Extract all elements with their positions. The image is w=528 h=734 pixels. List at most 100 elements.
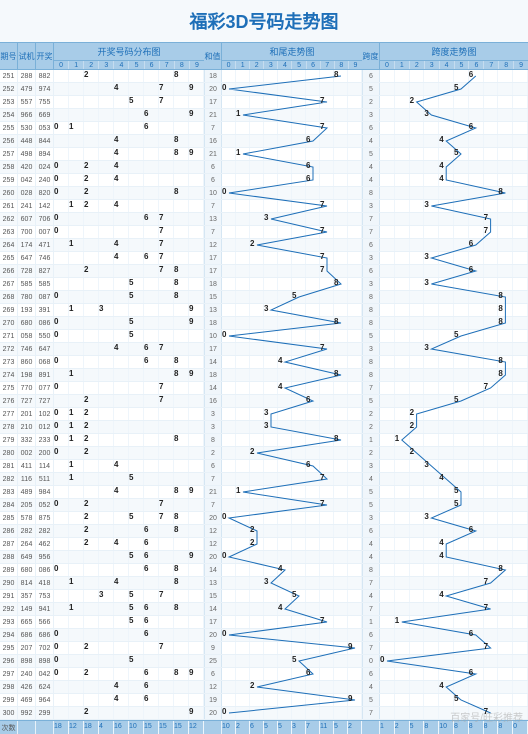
cell: 087 [36, 291, 54, 303]
sum-cell: 3 [204, 408, 222, 420]
sum-cell: 18 [204, 278, 222, 290]
cell: 426 [18, 681, 36, 693]
cell: 686 [18, 629, 36, 641]
cell: 566 [36, 616, 54, 628]
table-row: 2590422400246644 [0, 174, 528, 187]
span-cell: 0 [362, 655, 380, 667]
span-cell: 3 [362, 109, 380, 121]
cell: 282 [36, 525, 54, 537]
table-row: 28726446224612244 [0, 538, 528, 551]
sum-cell: 18 [204, 317, 222, 329]
cell: 253 [0, 96, 18, 108]
digit-header: 3 [264, 61, 278, 69]
cell: 042 [36, 668, 54, 680]
cell: 294 [0, 629, 18, 641]
span-cell: 4 [362, 551, 380, 563]
cell: 201 [18, 408, 36, 420]
cell: 814 [18, 577, 36, 589]
sum-cell: 6 [204, 460, 222, 472]
cell: 272 [0, 343, 18, 355]
cell: 276 [0, 395, 18, 407]
cell: 557 [18, 96, 36, 108]
cell: 984 [36, 486, 54, 498]
sum-cell: 25 [204, 655, 222, 667]
cell: 624 [36, 681, 54, 693]
cell: 058 [18, 330, 36, 342]
digit-header: 9 [349, 61, 362, 69]
cell: 299 [36, 707, 54, 719]
table-row: 28628228226812266 [0, 525, 528, 538]
digit-header: 9 [514, 61, 528, 69]
table-row: 2772011020123322 [0, 408, 528, 421]
table-row: 282116511157744 [0, 473, 528, 486]
cell: 286 [0, 525, 18, 537]
cell: 273 [0, 356, 18, 368]
sum-cell: 2 [204, 447, 222, 459]
table-row: 2936655665617711 [0, 616, 528, 629]
cell: 288 [0, 551, 18, 563]
cell: 288 [18, 70, 36, 82]
cell: 844 [36, 135, 54, 147]
sum-cell: 19 [204, 694, 222, 706]
digit-header: 4 [440, 61, 455, 69]
cell: 647 [36, 343, 54, 355]
cell: 289 [0, 564, 18, 576]
cell: 116 [18, 473, 36, 485]
span-cell: 6 [362, 668, 380, 680]
span-cell: 7 [362, 226, 380, 238]
sum-cell: 16 [204, 135, 222, 147]
cell: 391 [36, 304, 54, 316]
cell: 255 [0, 122, 18, 134]
cell: 669 [36, 109, 54, 121]
cell: 263 [0, 226, 18, 238]
table-row: 28968008606814488 [0, 564, 528, 577]
table-header: 期号 试机 开奖 开奖号码分布图 0123456789 和值 和尾走势图 012… [0, 42, 528, 70]
cell: 755 [36, 96, 54, 108]
cell: 262 [0, 213, 18, 225]
table-row: 2984266244612244 [0, 681, 528, 694]
cell: 268 [0, 291, 18, 303]
span-cell: 3 [362, 460, 380, 472]
sum-cell: 13 [204, 213, 222, 225]
cell: 974 [36, 83, 54, 95]
digit-header: 3 [99, 61, 114, 69]
digit-header: 0 [222, 61, 236, 69]
cell: 264 [0, 239, 18, 251]
span-cell: 1 [362, 616, 380, 628]
cell: 727 [18, 395, 36, 407]
span-cell: 3 [362, 200, 380, 212]
table-row: 26260770606713377 [0, 213, 528, 226]
digit-header: 2 [250, 61, 264, 69]
cell: 233 [36, 434, 54, 446]
cell: 114 [36, 460, 54, 472]
digit-header: 7 [484, 61, 499, 69]
cell: 200 [36, 447, 54, 459]
digit-header: 7 [321, 61, 335, 69]
sum-cell: 6 [204, 174, 222, 186]
sum-cell: 20 [204, 551, 222, 563]
table-row: 2584200240246644 [0, 161, 528, 174]
cell: 042 [18, 174, 36, 186]
cell: 891 [36, 369, 54, 381]
cell: 585 [36, 278, 54, 290]
cell: 053 [36, 122, 54, 134]
cell: 292 [0, 603, 18, 615]
digit-header: 5 [455, 61, 470, 69]
cell: 728 [18, 265, 36, 277]
sum-cell: 20 [204, 83, 222, 95]
sum-cell: 10 [204, 187, 222, 199]
cell: 254 [0, 109, 18, 121]
cell: 280 [0, 447, 18, 459]
table-row: 2757700770714477 [0, 382, 528, 395]
span-cell: 7 [362, 577, 380, 589]
lottery-trend-chart: 福彩3D号码走势图 期号 试机 开奖 开奖号码分布图 0123456789 和值… [0, 0, 528, 734]
span-cell: 8 [362, 564, 380, 576]
cell: 281 [0, 460, 18, 472]
span-cell: 4 [362, 174, 380, 186]
digit-header: 2 [410, 61, 425, 69]
sum-cell: 21 [204, 486, 222, 498]
span-cell: 3 [362, 343, 380, 355]
cell: 285 [0, 512, 18, 524]
sum-cell: 17 [204, 252, 222, 264]
cell: 746 [36, 252, 54, 264]
